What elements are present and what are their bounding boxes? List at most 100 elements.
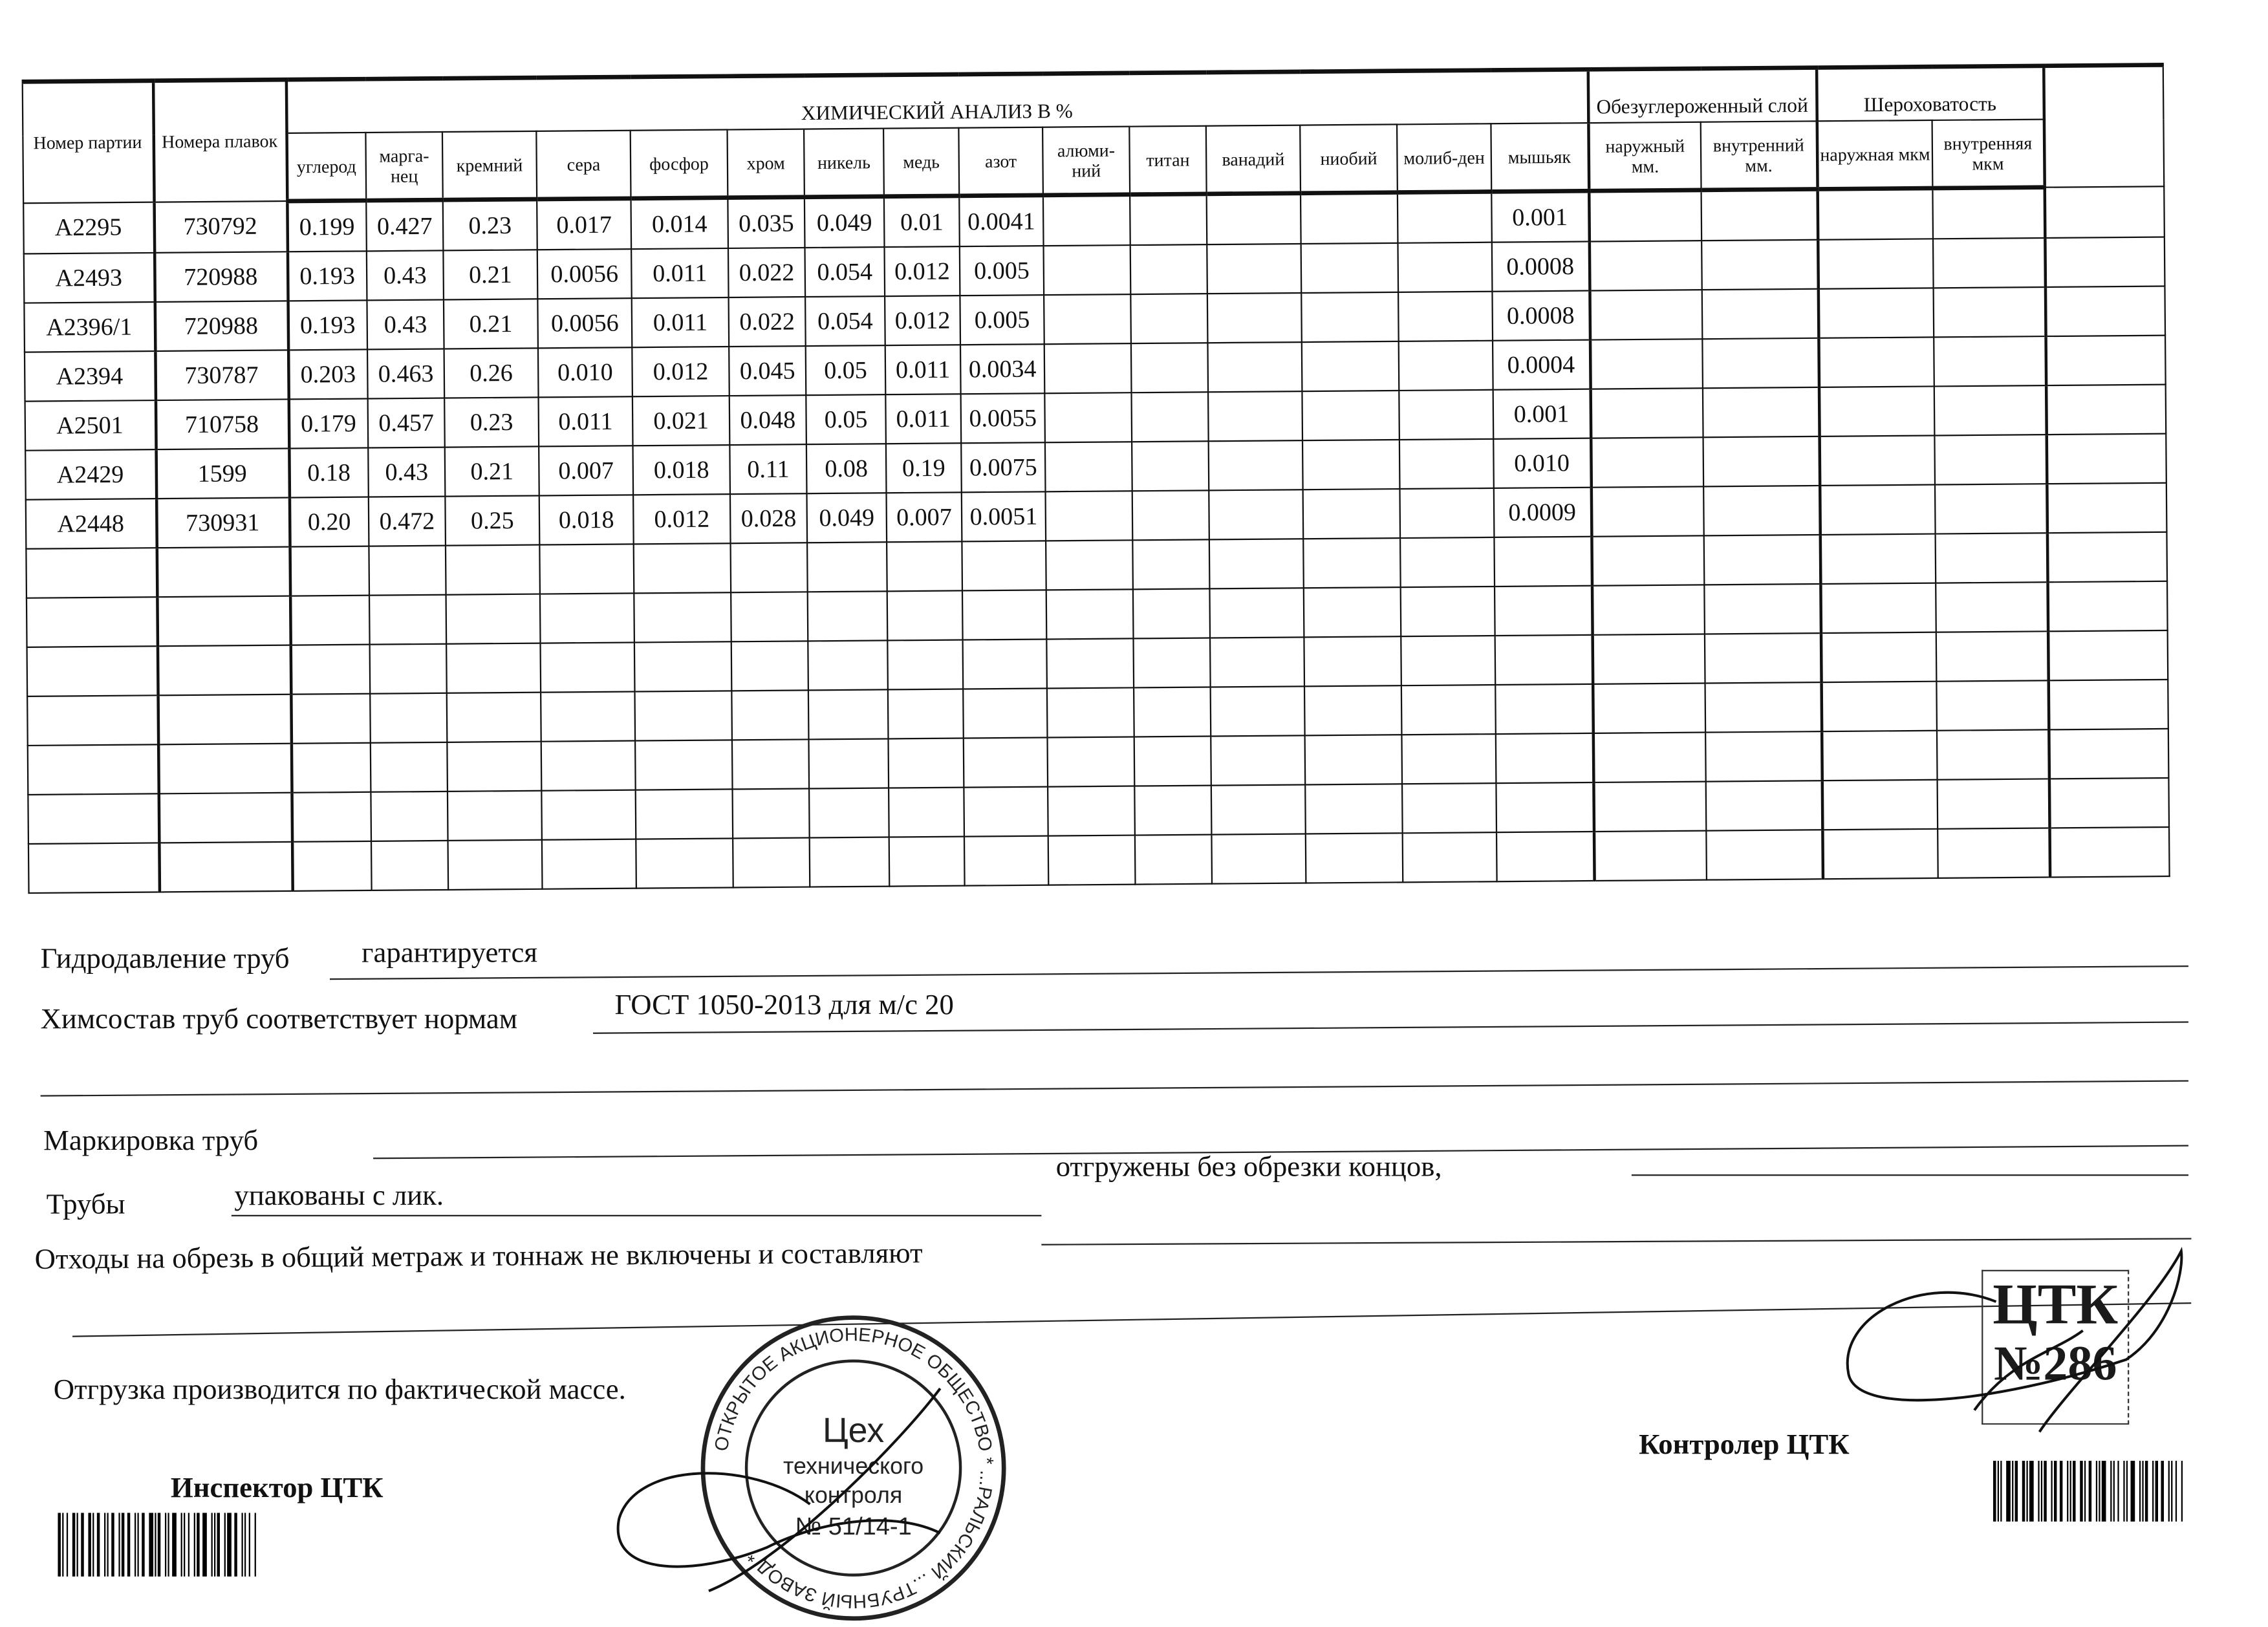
hydro-pressure-label: Гидродавление труб bbox=[40, 943, 290, 975]
barcode-bar bbox=[183, 1513, 186, 1577]
empty-cell bbox=[1706, 781, 1822, 831]
element-value-cell bbox=[1302, 390, 1399, 441]
barcode-bar bbox=[2102, 1460, 2106, 1522]
empty-cell bbox=[1936, 582, 2048, 632]
empty-cell bbox=[633, 543, 731, 594]
barcode-bar bbox=[2112, 1460, 2115, 1522]
empty-cell bbox=[1304, 636, 1401, 687]
empty-cell bbox=[1817, 239, 1934, 289]
empty-cell bbox=[28, 793, 159, 845]
barcode-bar bbox=[127, 1513, 131, 1577]
batch-number-cell: A2501 bbox=[25, 400, 156, 451]
barcode-bar bbox=[233, 1513, 237, 1577]
barcode-bar bbox=[2095, 1460, 2097, 1522]
barcode-bar bbox=[154, 1513, 156, 1577]
empty-cell bbox=[1593, 781, 1707, 832]
empty-cell bbox=[1703, 485, 1820, 536]
empty-cell bbox=[1048, 835, 1136, 885]
empty-cell bbox=[2049, 827, 2170, 878]
element-value-cell: 0.179 bbox=[288, 398, 369, 449]
empty-cell bbox=[541, 691, 636, 742]
empty-cell bbox=[1401, 685, 1496, 735]
element-value-cell: 0.012 bbox=[885, 296, 961, 346]
chem-compliance-label: Химсостав труб соответствует нормам bbox=[40, 1004, 518, 1036]
barcode-bar bbox=[2168, 1460, 2170, 1522]
element-value-cell bbox=[1207, 342, 1302, 393]
inspector-barcode bbox=[58, 1513, 274, 1577]
element-value-cell: 0.049 bbox=[804, 196, 885, 248]
element-value-cell: 0.054 bbox=[805, 247, 885, 297]
element-value-cell bbox=[1209, 490, 1304, 540]
barcode-bar bbox=[194, 1513, 196, 1577]
empty-cell bbox=[1211, 834, 1306, 884]
empty-cell bbox=[1134, 785, 1212, 835]
empty-cell bbox=[289, 546, 370, 596]
barcode-bar bbox=[96, 1513, 101, 1577]
empty-cell bbox=[2046, 433, 2167, 484]
barcode-bar bbox=[249, 1513, 251, 1577]
empty-cell bbox=[808, 689, 889, 740]
empty-cell bbox=[1402, 783, 1497, 834]
empty-cell bbox=[445, 544, 540, 595]
element-value-cell bbox=[1301, 192, 1398, 244]
element-value-cell: 0.022 bbox=[728, 297, 806, 347]
element-value-cell: 0.0008 bbox=[1491, 241, 1590, 292]
empty-cell bbox=[1134, 687, 1211, 737]
barcode-bar bbox=[213, 1513, 215, 1577]
element-value-cell: 0.0008 bbox=[1492, 290, 1590, 341]
barcode-bar bbox=[2015, 1460, 2018, 1522]
header-element: титан bbox=[1129, 125, 1207, 195]
empty-cell bbox=[809, 788, 889, 838]
barcode-bar bbox=[2053, 1460, 2057, 1522]
empty-cell bbox=[369, 545, 446, 596]
barcode-bar bbox=[197, 1513, 200, 1577]
barcode-bar bbox=[2029, 1460, 2034, 1522]
header-element: сера bbox=[536, 130, 631, 199]
element-value-cell: 0.20 bbox=[288, 497, 369, 547]
empty-cell bbox=[1046, 638, 1134, 689]
barcode-bar bbox=[2001, 1460, 2002, 1522]
header-roughness-sub: внутренняя мкм bbox=[1932, 119, 2045, 189]
barcode-bar bbox=[2126, 1460, 2129, 1522]
barcode-bar bbox=[158, 1513, 161, 1577]
element-value-cell: 0.193 bbox=[286, 251, 367, 301]
empty-cell bbox=[1305, 784, 1403, 834]
empty-cell bbox=[1303, 587, 1401, 638]
element-value-cell bbox=[1301, 242, 1399, 294]
element-value-cell: 0.0055 bbox=[960, 393, 1045, 444]
empty-cell bbox=[1046, 589, 1134, 640]
empty-cell bbox=[634, 592, 731, 643]
inspector-signature bbox=[616, 1387, 942, 1593]
element-value-cell: 0.193 bbox=[287, 300, 368, 350]
element-value-cell: 0.0075 bbox=[961, 442, 1046, 493]
empty-cell bbox=[887, 640, 964, 690]
element-value-cell: 0.08 bbox=[806, 444, 887, 494]
barcode-bar bbox=[71, 1513, 76, 1577]
empty-cell bbox=[1703, 387, 1819, 438]
batch-number-cell: A2396/1 bbox=[24, 301, 155, 352]
empty-cell bbox=[887, 689, 964, 739]
empty-cell bbox=[1496, 832, 1594, 882]
barcode-bar bbox=[2176, 1460, 2177, 1522]
empty-cell bbox=[1047, 737, 1135, 787]
empty-cell bbox=[1401, 734, 1496, 784]
element-value-cell: 0.014 bbox=[631, 197, 728, 250]
empty-cell bbox=[1495, 585, 1592, 636]
empty-cell bbox=[448, 839, 543, 890]
element-value-cell: 0.0034 bbox=[960, 344, 1045, 394]
empty-cell bbox=[1590, 388, 1703, 438]
empty-cell bbox=[2048, 728, 2169, 779]
element-value-cell: 0.010 bbox=[537, 347, 632, 398]
header-element: медь bbox=[883, 127, 960, 197]
empty-cell bbox=[1495, 733, 1593, 784]
empty-cell bbox=[158, 841, 292, 892]
empty-cell bbox=[1935, 484, 2047, 534]
empty-cell bbox=[2044, 237, 2165, 288]
batch-number-cell: A2295 bbox=[23, 202, 155, 254]
barcode-bar bbox=[104, 1513, 106, 1577]
barcode-bar bbox=[2006, 1460, 2011, 1522]
empty-cell bbox=[1402, 832, 1497, 883]
element-value-cell: 0.23 bbox=[444, 397, 539, 447]
empty-cell bbox=[27, 744, 158, 795]
empty-cell bbox=[1822, 828, 1939, 879]
